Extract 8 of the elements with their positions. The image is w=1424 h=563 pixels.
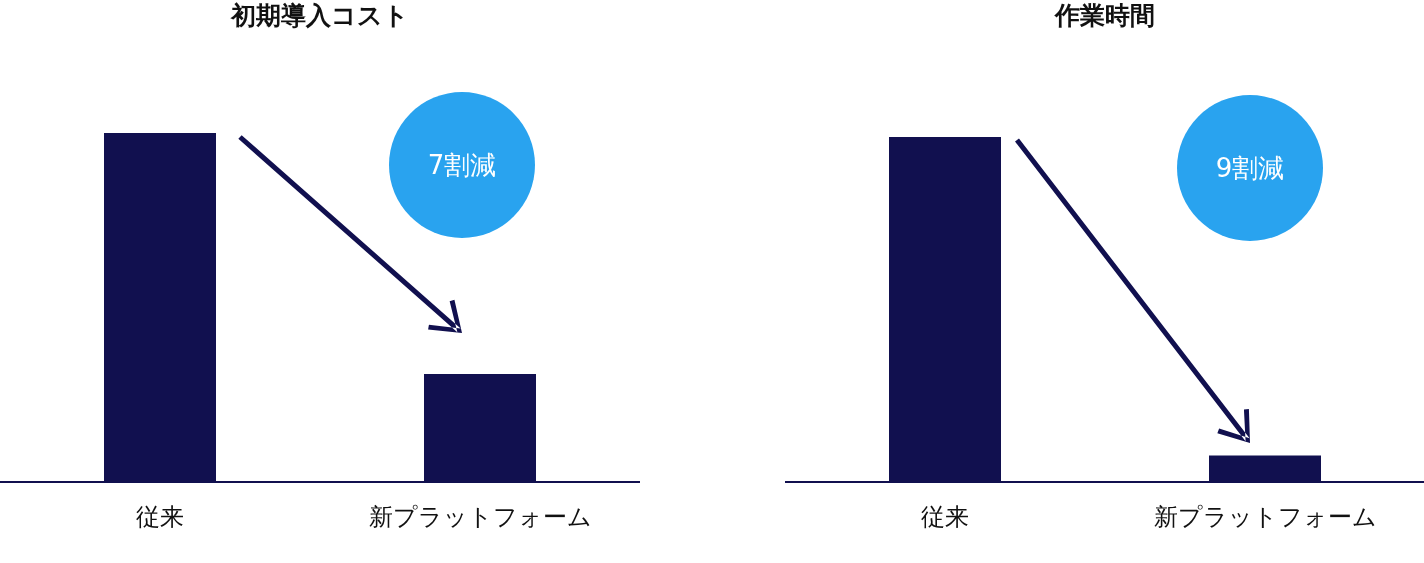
circle-badge: 9割減: [1177, 95, 1323, 241]
x-tick-label: 新プラットフォーム: [1153, 502, 1377, 531]
chart-title: 作業時間: [1054, 0, 1155, 30]
circle-badge: 7割減: [389, 92, 535, 238]
chart-title: 初期導入コスト: [230, 0, 409, 30]
x-tick-label: 新プラットフォーム: [368, 502, 592, 531]
x-tick-label: 従来: [921, 502, 969, 531]
x-tick-label: 従来: [136, 502, 184, 531]
